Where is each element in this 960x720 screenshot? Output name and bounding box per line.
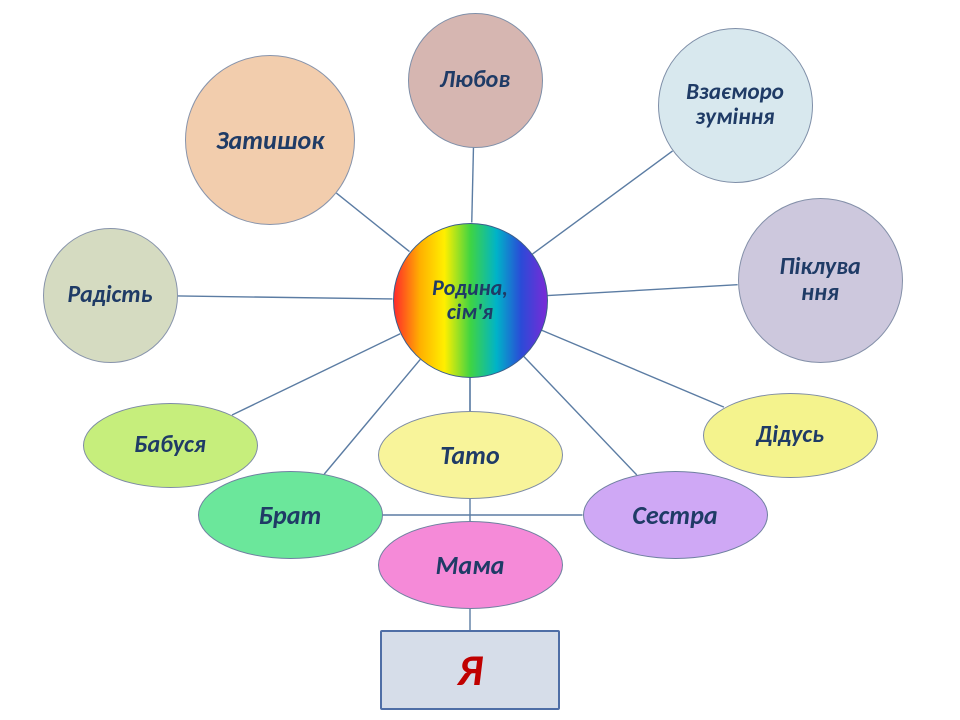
node-ya: Я: [380, 630, 560, 710]
node-label: Любов: [440, 67, 510, 93]
node-label: Піклува ння: [779, 254, 860, 307]
node-label: Затишок: [216, 126, 324, 155]
node-sestra: Сестра: [583, 471, 768, 559]
node-label: Взаєморо зуміння: [686, 80, 784, 131]
node-radist: Радість: [43, 228, 178, 363]
node-brat: Брат: [198, 471, 383, 559]
node-label: Мама: [436, 551, 505, 580]
node-pikluvannya: Піклува ння: [738, 198, 903, 363]
node-label: Я: [457, 646, 482, 694]
node-label: Дідусь: [756, 422, 824, 448]
node-mama: Мама: [378, 521, 563, 609]
node-label: Радість: [67, 282, 152, 308]
node-label: Сестра: [632, 501, 717, 530]
node-babusya: Бабуся: [83, 403, 258, 488]
node-lyubov: Любов: [408, 13, 543, 148]
node-zatyshok: Затишок: [185, 55, 355, 225]
node-label: Тато: [440, 441, 499, 470]
diagram-stage: Родина, сім'я Любов Затишок Взаєморо зумінн…: [0, 0, 960, 720]
node-label: Брат: [259, 501, 322, 530]
node-vzaemo: Взаєморо зуміння: [658, 28, 813, 183]
node-tato: Тато: [378, 411, 563, 499]
node-didus: Дідусь: [703, 393, 878, 478]
center-node: Родина, сім'я: [393, 223, 548, 378]
center-label: Родина, сім'я: [432, 276, 508, 324]
node-label: Бабуся: [134, 432, 206, 458]
